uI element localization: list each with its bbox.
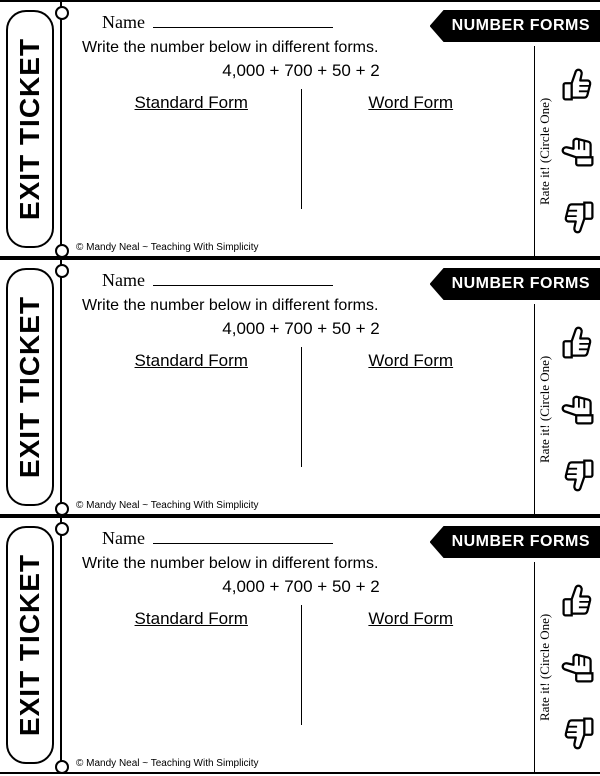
word-form-area[interactable]: Word Form xyxy=(302,347,521,467)
standard-form-label: Standard Form xyxy=(82,351,301,371)
expanded-form: 4,000 + 700 + 50 + 2 xyxy=(82,577,520,597)
name-input-line[interactable] xyxy=(153,10,333,28)
thumb-icon[interactable] xyxy=(560,131,596,171)
rate-column: Rate it! (Circle One) xyxy=(534,562,600,772)
rate-column: Rate it! (Circle One) xyxy=(534,304,600,514)
thumbs-group xyxy=(555,304,600,514)
stub-label: EXIT TICKET xyxy=(14,296,46,478)
copyright-text: © Mandy Neal ~ Teaching With Simplicity xyxy=(76,242,259,253)
rate-label: Rate it! (Circle One) xyxy=(535,562,555,772)
exit-ticket: EXIT TICKET NUMBER FORMS Name Write the … xyxy=(0,0,600,258)
exit-ticket: EXIT TICKET NUMBER FORMS Name Write the … xyxy=(0,516,600,774)
copyright-text: © Mandy Neal ~ Teaching With Simplicity xyxy=(76,758,259,769)
name-label: Name xyxy=(102,12,145,33)
expanded-form: 4,000 + 700 + 50 + 2 xyxy=(82,61,520,81)
stub-label: EXIT TICKET xyxy=(14,554,46,736)
instruction-text: Write the number below in different form… xyxy=(82,39,520,57)
thumb-icon[interactable] xyxy=(560,713,596,753)
word-form-label: Word Form xyxy=(302,351,521,371)
ticket-stub: EXIT TICKET xyxy=(0,260,62,514)
standard-form-label: Standard Form xyxy=(82,93,301,113)
rate-label: Rate it! (Circle One) xyxy=(535,304,555,514)
ticket-content: Name Write the number below in different… xyxy=(72,2,530,256)
instruction-text: Write the number below in different form… xyxy=(82,297,520,315)
word-form-label: Word Form xyxy=(302,93,521,113)
thumb-icon[interactable] xyxy=(560,389,596,429)
name-input-line[interactable] xyxy=(153,526,333,544)
expanded-form: 4,000 + 700 + 50 + 2 xyxy=(82,319,520,339)
ticket-content: Name Write the number below in different… xyxy=(72,518,530,772)
thumbs-group xyxy=(555,562,600,772)
thumb-icon[interactable] xyxy=(560,647,596,687)
thumb-icon[interactable] xyxy=(560,455,596,495)
name-label: Name xyxy=(102,270,145,291)
thumb-icon[interactable] xyxy=(560,581,596,621)
thumbs-group xyxy=(555,46,600,256)
instruction-text: Write the number below in different form… xyxy=(82,555,520,573)
standard-form-area[interactable]: Standard Form xyxy=(82,347,302,467)
stub-label: EXIT TICKET xyxy=(14,38,46,220)
rate-column: Rate it! (Circle One) xyxy=(534,46,600,256)
thumb-icon[interactable] xyxy=(560,323,596,363)
thumb-icon[interactable] xyxy=(560,197,596,237)
copyright-text: © Mandy Neal ~ Teaching With Simplicity xyxy=(76,500,259,511)
standard-form-label: Standard Form xyxy=(82,609,301,629)
standard-form-area[interactable]: Standard Form xyxy=(82,605,302,725)
exit-ticket: EXIT TICKET NUMBER FORMS Name Write the … xyxy=(0,258,600,516)
ticket-stub: EXIT TICKET xyxy=(0,518,62,772)
name-input-line[interactable] xyxy=(153,268,333,286)
ticket-content: Name Write the number below in different… xyxy=(72,260,530,514)
ticket-stub: EXIT TICKET xyxy=(0,2,62,256)
standard-form-area[interactable]: Standard Form xyxy=(82,89,302,209)
name-label: Name xyxy=(102,528,145,549)
rate-label: Rate it! (Circle One) xyxy=(535,46,555,256)
word-form-area[interactable]: Word Form xyxy=(302,89,521,209)
word-form-label: Word Form xyxy=(302,609,521,629)
thumb-icon[interactable] xyxy=(560,65,596,105)
word-form-area[interactable]: Word Form xyxy=(302,605,521,725)
